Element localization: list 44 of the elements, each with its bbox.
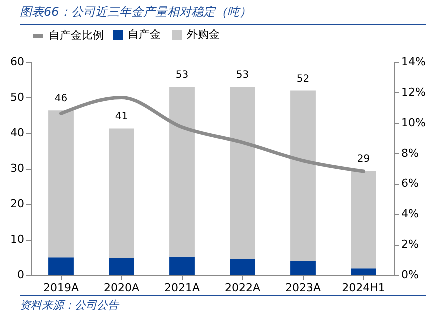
- y-tick-label: 60: [10, 56, 24, 68]
- text: 资料来源：公司公告: [20, 295, 426, 313]
- bar: [351, 170, 376, 269]
- y2-tick-label: 8%: [402, 146, 419, 160]
- y2-tick-label: 4%: [402, 208, 419, 221]
- y2-tick-label: 2%: [402, 238, 419, 252]
- x-tick-label: 2024H1: [342, 282, 386, 294]
- bar: [48, 110, 74, 258]
- chart-title: 图表66：公司近三年金产量相对稳定（吨）: [20, 4, 426, 25]
- total-label: 29: [357, 154, 370, 165]
- bar: [48, 258, 74, 275]
- y2-tick-label: 6%: [402, 177, 419, 190]
- total-label: 46: [54, 94, 68, 105]
- bar: [290, 90, 316, 262]
- bar: [230, 87, 256, 260]
- y-tick-label: 0: [18, 268, 24, 282]
- bar: [170, 87, 195, 257]
- x-tick-label: 2020A: [104, 282, 140, 294]
- total-label: 41: [115, 112, 128, 123]
- total-label: 53: [236, 70, 250, 82]
- x-tick-label: 2023A: [285, 282, 322, 294]
- bar: [109, 128, 134, 258]
- y-tick-label: 40: [10, 126, 24, 140]
- legend-label: 自产金比例: [49, 29, 104, 42]
- y2-tick-label: 14%: [402, 56, 426, 68]
- bar: [351, 268, 376, 275]
- total-label: 53: [176, 70, 189, 82]
- bar: [170, 256, 195, 275]
- bar: [109, 258, 134, 275]
- y-tick-label: 50: [10, 91, 24, 104]
- y-tick-label: 20: [10, 198, 24, 210]
- y2-tick-label: 10%: [402, 116, 426, 130]
- total-label: 52: [296, 74, 310, 85]
- x-tick-label: 2021A: [164, 282, 200, 294]
- y2-tick-label: 12%: [402, 86, 426, 99]
- bar: [230, 259, 256, 275]
- y-tick-label: 10: [10, 233, 24, 246]
- bar: [290, 262, 316, 275]
- x-tick-label: 2022A: [224, 282, 261, 294]
- y2-tick-label: 0%: [402, 268, 419, 282]
- legend-label: 自产金: [128, 28, 161, 41]
- x-tick-label: 2019A: [43, 282, 80, 294]
- legend-label: 外购金: [187, 28, 220, 41]
- y-tick-label: 30: [10, 162, 24, 175]
